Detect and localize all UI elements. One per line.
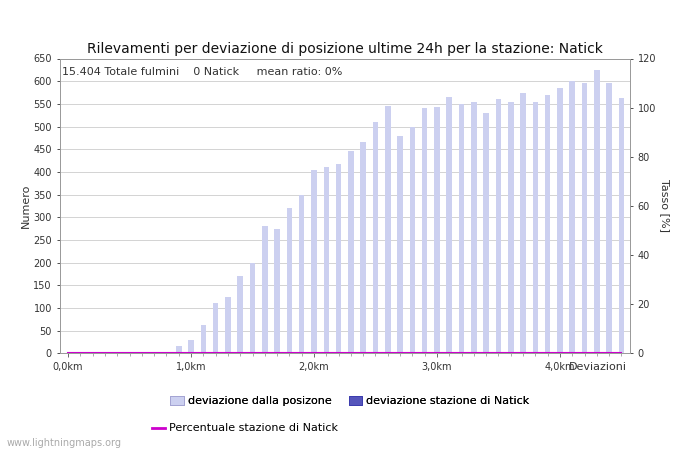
Bar	[458, 104, 464, 353]
Bar	[372, 122, 378, 353]
Bar	[188, 340, 194, 353]
Bar	[348, 152, 354, 353]
Bar	[533, 102, 538, 353]
Bar	[250, 262, 255, 353]
Bar	[299, 194, 304, 353]
Bar	[274, 229, 280, 353]
Bar	[201, 325, 206, 353]
Bar	[336, 164, 342, 353]
Bar	[213, 303, 218, 353]
Bar	[176, 346, 181, 353]
Title: Rilevamenti per deviazione di posizione ultime 24h per la stazione: Natick: Rilevamenti per deviazione di posizione …	[87, 42, 603, 56]
Bar	[557, 88, 563, 353]
Bar	[520, 93, 526, 353]
Bar	[360, 142, 366, 353]
Bar	[569, 81, 575, 353]
Text: 15.404 Totale fulmini    0 Natick     mean ratio: 0%: 15.404 Totale fulmini 0 Natick mean rati…	[62, 68, 343, 77]
Bar	[582, 83, 587, 353]
Bar	[237, 276, 243, 353]
Bar	[484, 113, 489, 353]
Bar	[471, 102, 477, 353]
Bar	[447, 97, 452, 353]
Text: www.lightningmaps.org: www.lightningmaps.org	[7, 438, 122, 448]
Bar	[508, 102, 514, 353]
Bar	[312, 170, 317, 353]
Bar	[619, 98, 624, 353]
Bar	[545, 95, 550, 353]
Bar	[398, 135, 402, 353]
Bar	[323, 167, 329, 353]
Text: Deviazioni: Deviazioni	[568, 362, 627, 372]
Y-axis label: Numero: Numero	[20, 184, 31, 228]
Bar	[385, 106, 391, 353]
Y-axis label: Tasso [%]: Tasso [%]	[660, 180, 670, 232]
Bar	[422, 108, 428, 353]
Bar	[262, 226, 267, 353]
Bar	[287, 208, 292, 353]
Legend: Percentuale stazione di Natick: Percentuale stazione di Natick	[147, 419, 343, 438]
Bar	[410, 127, 415, 353]
Bar	[496, 99, 501, 353]
Bar	[606, 83, 612, 353]
Bar	[225, 297, 231, 353]
Bar	[594, 70, 600, 353]
Legend: deviazione dalla posizone, deviazione stazione di Natick: deviazione dalla posizone, deviazione st…	[166, 392, 534, 411]
Bar	[434, 107, 440, 353]
